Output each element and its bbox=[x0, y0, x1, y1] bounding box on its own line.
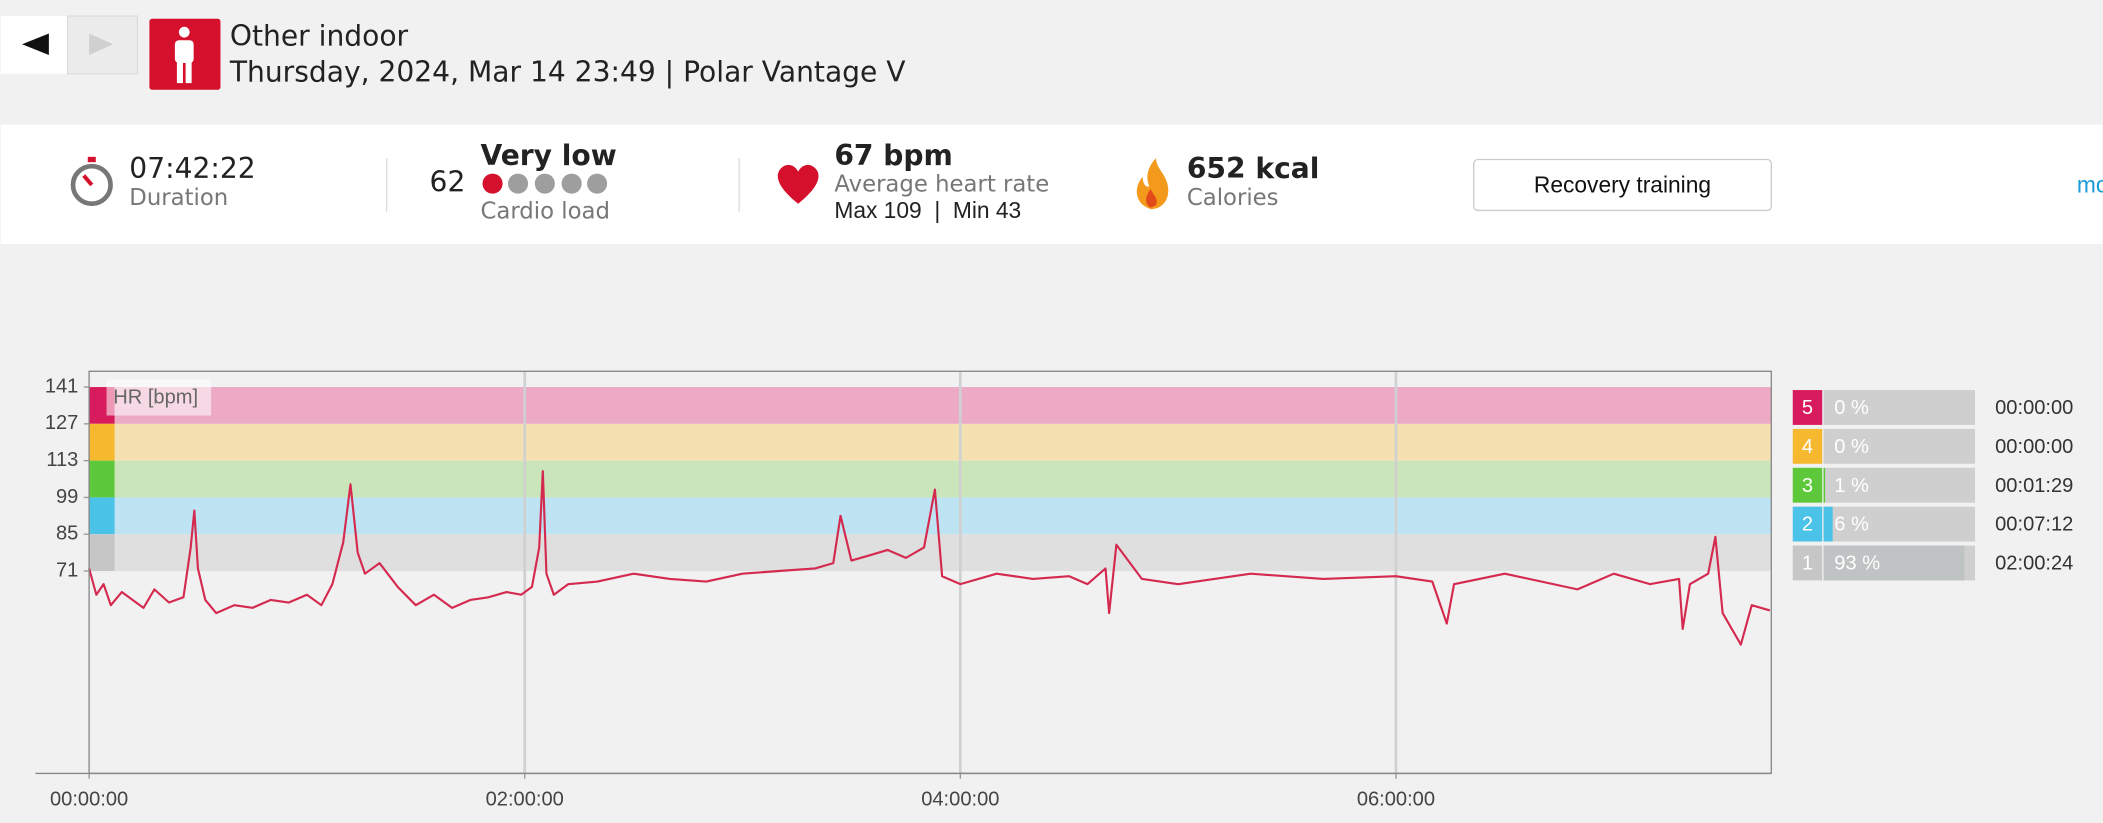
cardio-load-level: Very low bbox=[480, 139, 616, 172]
heart-icon bbox=[777, 164, 819, 204]
zone-number: 1 bbox=[1802, 553, 1813, 575]
y-tick-label: 99 bbox=[56, 486, 78, 508]
cardio-load-dots bbox=[482, 173, 608, 194]
zone-bar bbox=[1823, 506, 1833, 542]
flame-inner bbox=[1146, 188, 1157, 208]
zone-marker bbox=[89, 423, 115, 461]
zone-number-box bbox=[1792, 390, 1823, 425]
activity-subtitle: Thursday, 2024, Mar 14 23:49 | Polar Van… bbox=[229, 56, 906, 89]
zone-percent: 0 % bbox=[1834, 436, 1869, 458]
zone-number: 5 bbox=[1802, 397, 1813, 419]
zone-number-box bbox=[1792, 467, 1823, 503]
zone-number: 2 bbox=[1802, 514, 1813, 536]
zone-bar-track bbox=[1823, 428, 1976, 464]
zone-percent: 6 % bbox=[1834, 514, 1869, 536]
zone-band bbox=[89, 534, 1772, 572]
recovery-button[interactable] bbox=[1473, 158, 1772, 212]
y-tick-label: 127 bbox=[45, 412, 79, 434]
y-tick-label: 85 bbox=[56, 523, 78, 545]
cardio-load-value: 62 bbox=[430, 166, 466, 199]
zone-bar bbox=[1823, 467, 1826, 503]
duration-label: Duration bbox=[129, 185, 228, 211]
x-tick-label: 00:00:00 bbox=[50, 789, 128, 811]
y-label-box bbox=[106, 379, 212, 416]
cardio-load-label: Cardio load bbox=[480, 198, 609, 224]
zone-time: 00:00:00 bbox=[1995, 397, 2073, 419]
y-tick-label: 141 bbox=[45, 375, 79, 397]
x-tick-label: 04:00:00 bbox=[921, 789, 999, 811]
hr-chart: 5 0 % 00:00:00 4 0 % 00:00:00 3 1 % 00:01:29 2 6 %… bbox=[35, 370, 2073, 811]
y-tick-label: 71 bbox=[56, 559, 78, 581]
back-arrow bbox=[22, 33, 49, 55]
zone-bar-track bbox=[1823, 506, 1976, 542]
duration: 07:42:22 bbox=[129, 152, 255, 185]
hr-line bbox=[88, 470, 1771, 646]
zone-number-box bbox=[1792, 545, 1823, 581]
calories: 652 kcal bbox=[1187, 152, 1320, 185]
heart-rate-label: Average heart rate bbox=[834, 171, 1049, 197]
zone-marker bbox=[89, 460, 115, 498]
forward-arrow bbox=[89, 33, 114, 55]
zone-number-box bbox=[1792, 506, 1823, 542]
zone-time: 00:07:12 bbox=[1995, 514, 2073, 536]
zone-number: 3 bbox=[1802, 475, 1813, 497]
flame-icon bbox=[1136, 158, 1169, 210]
x-tick-label: 06:00:00 bbox=[1357, 789, 1435, 811]
x-tick-label: 02:00:00 bbox=[486, 789, 564, 811]
y-tick-label: 113 bbox=[46, 449, 78, 471]
zone-percent: 0 % bbox=[1834, 397, 1869, 419]
zone-number-box bbox=[1792, 428, 1823, 464]
stopwatch-icon bbox=[70, 156, 113, 207]
zone-bar bbox=[1823, 545, 1965, 581]
zone-bar-track bbox=[1823, 467, 1976, 503]
zone-number: 4 bbox=[1802, 436, 1813, 458]
heart-rate-range: Max 109 | Min 43 bbox=[834, 197, 1021, 223]
y-axis-label: HR [bpm] bbox=[113, 386, 198, 408]
zone-percent: 1 % bbox=[1834, 475, 1869, 497]
zone-time: 00:01:29 bbox=[1995, 475, 2073, 497]
activity-title: Other indoor bbox=[230, 20, 409, 53]
zone-marker bbox=[89, 534, 115, 572]
zone-band bbox=[89, 460, 1772, 498]
more-link[interactable]: mo bbox=[2077, 171, 2103, 197]
calories-label: Calories bbox=[1187, 185, 1279, 211]
zone-percent: 93 % bbox=[1834, 553, 1880, 575]
summary-band bbox=[0, 124, 2103, 244]
zone-band bbox=[89, 387, 1772, 424]
zone-time: 02:00:24 bbox=[1995, 553, 2073, 575]
zone-time: 00:00:00 bbox=[1995, 436, 2073, 458]
heart-rate: 67 bpm bbox=[834, 139, 953, 172]
zone-marker bbox=[89, 497, 115, 535]
zone-band bbox=[89, 423, 1772, 461]
person-figure bbox=[174, 26, 194, 84]
recovery-button-label[interactable]: Recovery training bbox=[1534, 171, 1711, 197]
zone-bar-track bbox=[1823, 390, 1976, 425]
